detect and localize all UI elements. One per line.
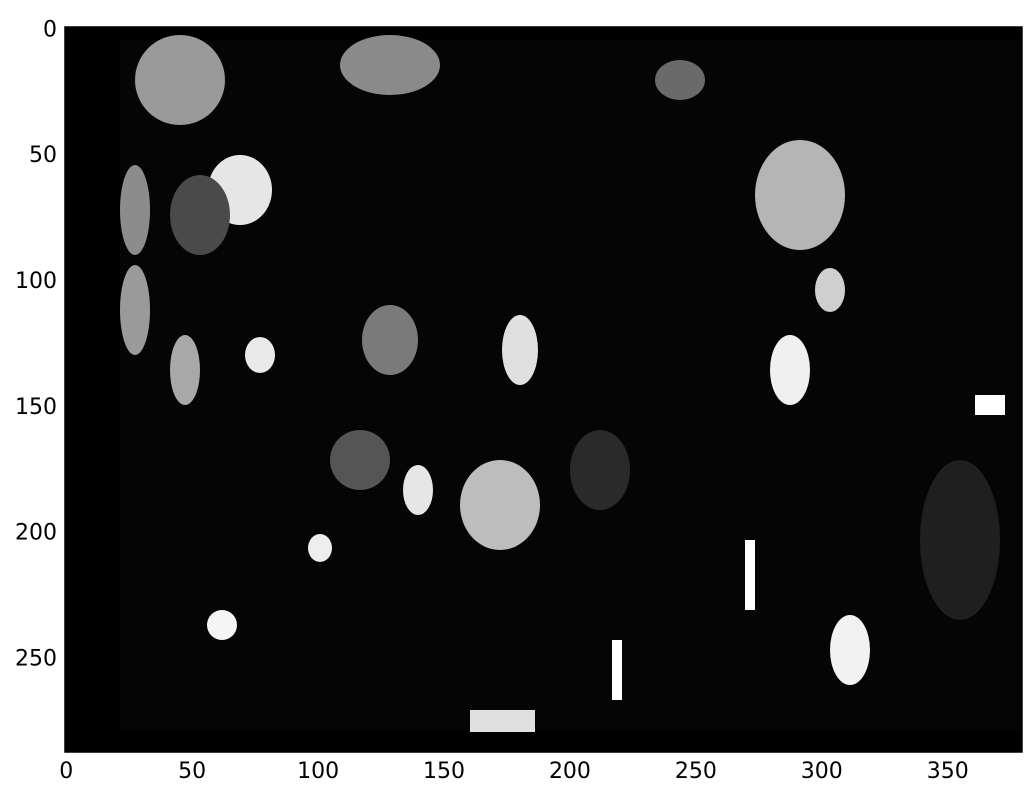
y-tick-label: 50: [29, 143, 57, 168]
x-tick-label: 350: [927, 759, 969, 784]
y-tick-label: 200: [15, 521, 57, 546]
chart: 0 50 100 150 200 250 300 350 0 50 100 150 200 250: [0, 0, 1025, 785]
y-tick-label: 0: [43, 17, 57, 42]
x-tick-label: 0: [59, 759, 73, 784]
y-tick-label: 100: [15, 269, 57, 294]
image: [65, 27, 1022, 752]
x-tick-label: 200: [549, 759, 591, 784]
y-tick-label: 250: [15, 647, 57, 672]
x-tick-label: 50: [178, 759, 206, 784]
y-tick-label: 150: [15, 395, 57, 420]
x-tick-label: 150: [423, 759, 465, 784]
x-tick-label: 300: [801, 759, 843, 784]
x-tick-label: 250: [675, 759, 717, 784]
x-tick-label: 100: [297, 759, 339, 784]
